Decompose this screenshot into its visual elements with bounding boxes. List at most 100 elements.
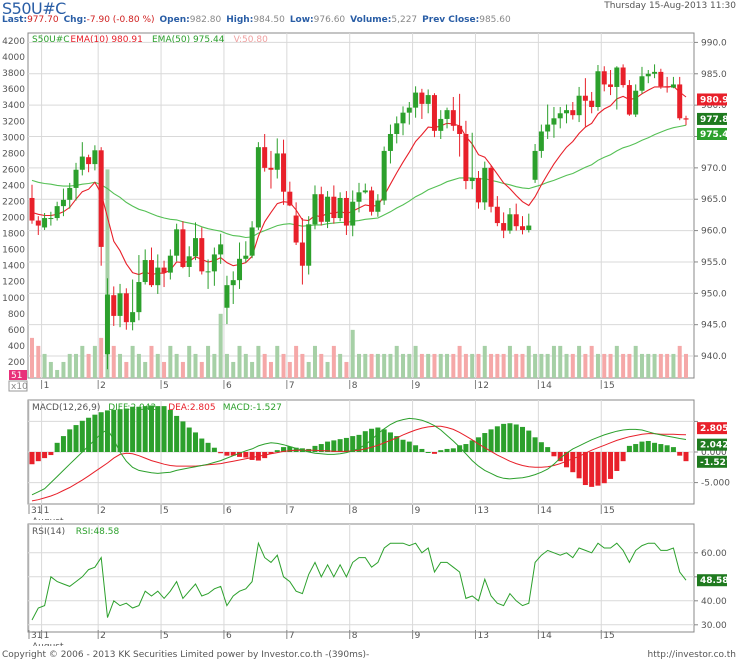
candle-body <box>325 196 331 222</box>
volume-bar <box>199 361 204 378</box>
candle-body <box>318 194 324 222</box>
candle-body <box>601 71 607 85</box>
candle-body <box>312 194 318 225</box>
volume-bar <box>350 329 355 378</box>
volume-bar <box>287 361 292 378</box>
price-chart[interactable]: 990.0985.0980.0975.0970.0965.0960.0955.0… <box>0 0 740 392</box>
macd-histogram-bar <box>582 452 588 486</box>
volume-bar <box>36 345 41 378</box>
volume-bar <box>42 353 47 378</box>
volume-bar <box>86 353 91 378</box>
rsi-chart[interactable]: 60.00 40.00 30.00 48.58 RSI(14) RSI:48.58 31 1 2… <box>0 522 740 646</box>
legend-entry: RSI:48.58 <box>76 527 120 537</box>
candle-body <box>161 267 167 273</box>
x-tick-label: 6 <box>226 506 232 516</box>
volume-bar <box>105 169 110 378</box>
candle-body <box>350 201 356 226</box>
volume-bar <box>30 337 34 378</box>
macd-histogram-bar <box>98 412 104 452</box>
candle-body <box>86 157 92 165</box>
macd-histogram-bar <box>350 436 356 452</box>
footer: Copyright © 2006 - 2013 KK Securities Li… <box>0 650 740 662</box>
macd-histogram-bar <box>67 429 73 452</box>
macd-histogram-bar <box>136 406 142 452</box>
x-tick-label: 5 <box>163 506 169 516</box>
volume-bar <box>369 353 374 378</box>
candle-body <box>92 150 98 165</box>
volume-bar <box>231 361 236 378</box>
x-month-label: August <box>32 517 64 520</box>
candle-body <box>595 71 601 108</box>
volume-bar <box>262 353 267 378</box>
volume-bar <box>639 353 644 378</box>
candle-body <box>494 206 500 224</box>
macd-histogram-bar <box>48 452 54 456</box>
volume-bar <box>507 345 512 378</box>
volume-marker-label: 51 <box>11 371 22 381</box>
macd-histogram-bar <box>413 445 419 452</box>
volume-bar <box>363 353 368 378</box>
volume-axis-tick-label: 2400 <box>2 181 25 191</box>
quote-label: Prev Close: <box>422 15 480 25</box>
volume-bar <box>388 353 393 378</box>
volume-bar <box>595 353 600 378</box>
volume-bar <box>533 353 538 378</box>
ema50-line <box>31 124 687 239</box>
volume-axis-tick-label: 2800 <box>2 149 25 159</box>
volume-bar <box>338 353 343 378</box>
candle-body <box>469 177 475 182</box>
macd-value-tag-box <box>697 455 727 468</box>
candle-body <box>142 260 148 283</box>
site-url-link[interactable]: http://investor.co.th <box>647 650 737 660</box>
candle-body <box>79 156 85 170</box>
macd-histogram-bar <box>174 415 180 452</box>
macd-histogram-bar <box>664 445 670 452</box>
macd-histogram-bar <box>444 448 450 452</box>
legend-entry: EMA(50) 975.44 <box>152 35 225 45</box>
macd-histogram-bar <box>626 445 632 452</box>
volume-bar <box>325 361 330 378</box>
candle-body <box>262 147 268 168</box>
volume-bar <box>495 353 500 378</box>
macd-histogram-bar <box>564 452 570 468</box>
macd-histogram-bar <box>268 452 274 454</box>
volume-bar <box>306 361 311 378</box>
price-axis-tick-label: 955.0 <box>701 258 727 268</box>
price-axis-tick-label: 940.0 <box>701 352 727 362</box>
candle-body <box>73 169 79 188</box>
candle-body <box>299 242 305 266</box>
volume-bar <box>67 353 72 378</box>
macd-histogram-bar <box>469 440 475 452</box>
volume-bar <box>168 345 173 378</box>
candle-body <box>463 133 469 182</box>
candle-body <box>148 260 154 286</box>
macd-chart[interactable]: 0.000 -5.000 2.805 2.042 -1.527 MACD(12,26,9)… <box>0 398 740 520</box>
candle-body <box>186 256 192 267</box>
price-value-tag-last-box <box>697 112 727 125</box>
candle-body <box>343 197 349 226</box>
candle-body <box>431 95 437 131</box>
volume-bar <box>558 345 563 378</box>
quote-value: -7.90 (-0.80 %) <box>86 15 155 25</box>
volume-bar <box>463 353 468 378</box>
volume-axis-tick-label: 3000 <box>2 133 25 143</box>
volume-bar <box>250 361 255 378</box>
volume-bar <box>218 313 223 378</box>
volume-marker-box <box>9 370 27 380</box>
legend-entry: RSI(14) <box>32 527 65 537</box>
macd-histogram-bar <box>287 446 293 452</box>
x-tick-label: 12 <box>477 381 488 391</box>
macd-histogram-bar <box>199 438 205 452</box>
candle-body <box>42 218 48 228</box>
volume-axis-tick-label: 3200 <box>2 117 25 127</box>
macd-histogram-bar <box>193 432 198 452</box>
volume-bar <box>155 353 160 378</box>
macd-axis-tick-label: -5.000 <box>701 479 730 489</box>
macd-histogram-bar <box>104 410 110 452</box>
x-tick-label: 1 <box>44 506 50 516</box>
candle-body <box>406 107 412 113</box>
quote-value: 977.70 <box>27 15 59 25</box>
candle-body <box>356 192 362 202</box>
candle-body <box>538 131 544 151</box>
volume-bar <box>382 353 387 378</box>
